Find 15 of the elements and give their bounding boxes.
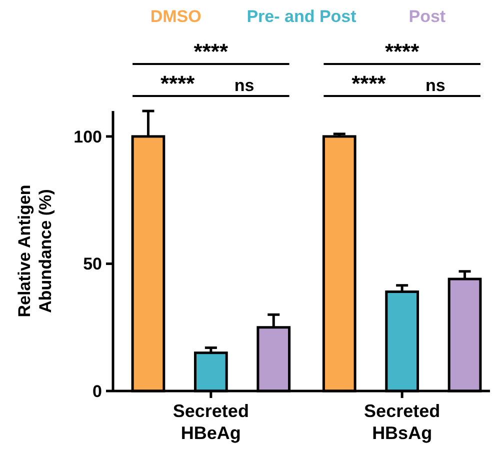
text: **** (352, 71, 386, 96)
y-tick-label: 100 (74, 127, 102, 146)
x-tick-label: Secreted HBsAg (364, 401, 440, 443)
y-tick-label: 0 (92, 382, 102, 401)
text: ns (234, 76, 254, 95)
y-axis-title: Relative Antigen Abundance (%) (15, 184, 55, 318)
y-tick-label: 50 (83, 254, 102, 274)
text: Post (408, 7, 446, 26)
text: **** (384, 39, 420, 64)
text: Pre- and Post (246, 7, 357, 26)
x-tick-label: Secreted HBeAg (172, 401, 249, 443)
text: **** (160, 71, 196, 96)
text: DMSO (150, 7, 202, 26)
text: ns (426, 76, 446, 95)
text: **** (194, 39, 228, 64)
